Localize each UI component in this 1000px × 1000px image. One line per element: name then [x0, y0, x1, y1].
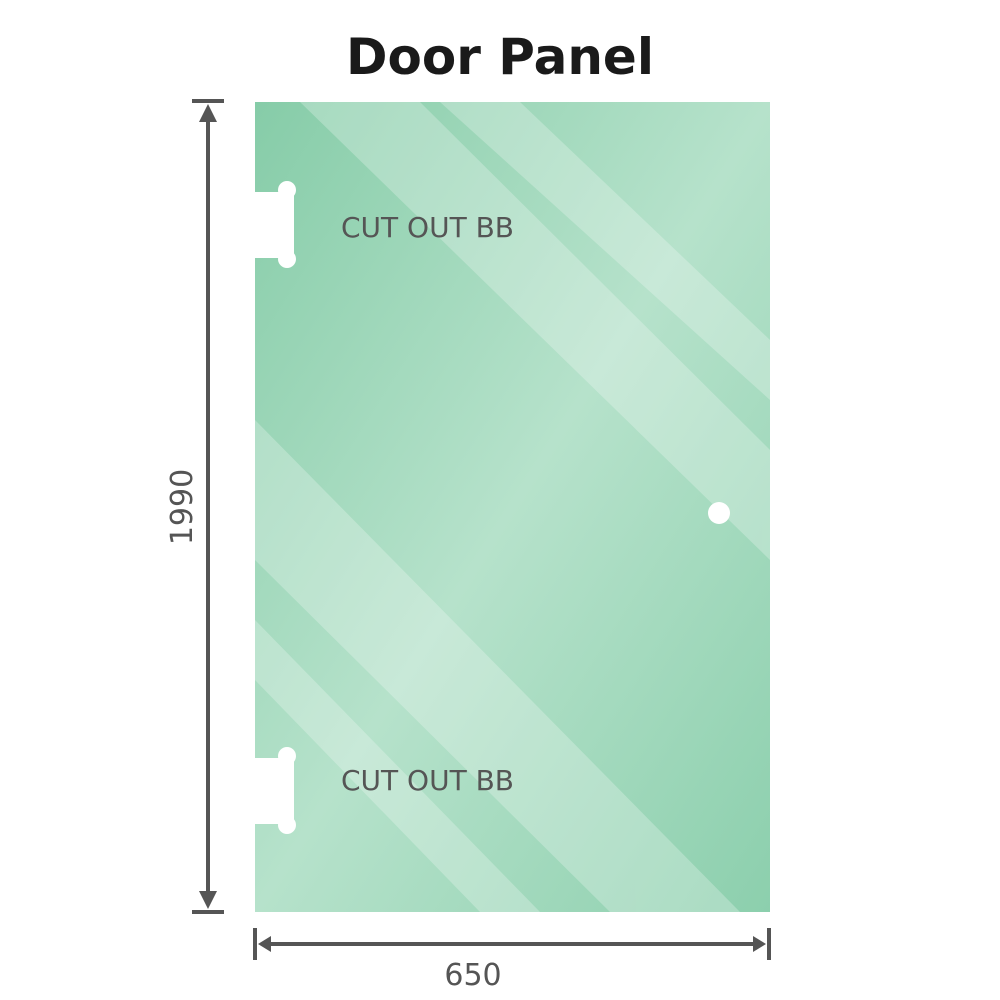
height-dimension-line [192, 99, 224, 914]
width-label: 650 [444, 958, 501, 993]
height-label: 1990 [165, 469, 200, 545]
glass-panel [255, 102, 770, 912]
hinge-cutout-top [250, 181, 296, 268]
cutout-label-bottom: CUT OUT BB [341, 764, 514, 797]
cutout-label-top: CUT OUT BB [341, 211, 514, 244]
handle-hole [708, 502, 730, 524]
hinge-cutout-bottom [250, 747, 296, 834]
width-dimension-line [253, 928, 771, 960]
diagram-title: Door Panel [346, 28, 654, 86]
